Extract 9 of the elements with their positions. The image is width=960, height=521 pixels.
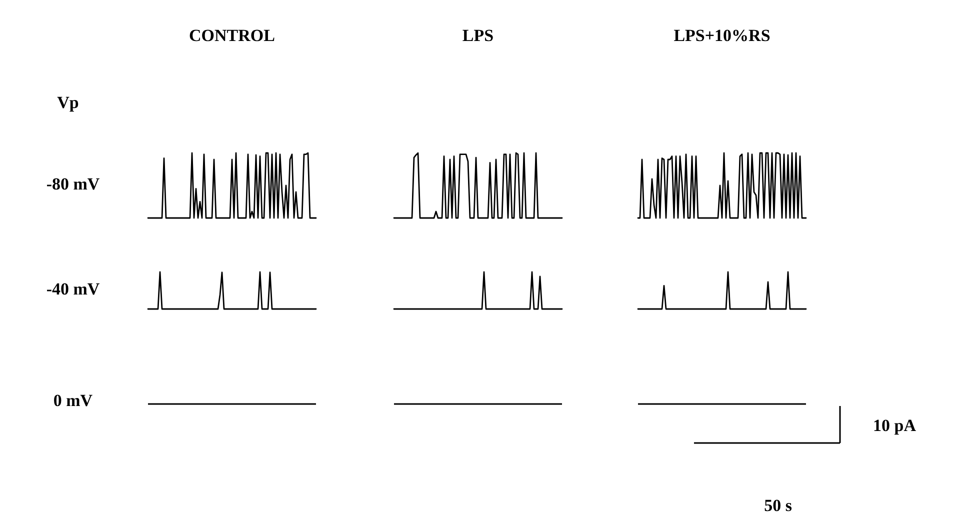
- text: 50 s: [764, 496, 792, 515]
- text: 10 pA: [873, 416, 917, 435]
- text: Vp: [57, 93, 79, 112]
- y-axis-title: -40 mV: [46, 279, 100, 298]
- y-axis-title: -80 mV: [46, 174, 100, 194]
- text: 0 mV: [53, 390, 94, 410]
- chart-title: LPS+10%RS: [674, 26, 770, 45]
- chart-title: LPS: [462, 26, 494, 45]
- chart-title: CONTROL: [189, 26, 275, 45]
